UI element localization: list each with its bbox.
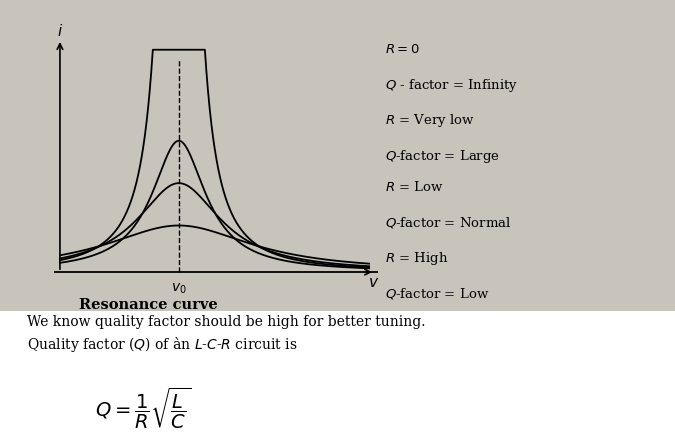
Text: $Q$ - factor = Infinity: $Q$ - factor = Infinity: [385, 77, 518, 94]
Text: We know quality factor should be high for better tuning.: We know quality factor should be high fo…: [27, 315, 425, 329]
Text: Quality factor ($Q$) of àn $L$-$C$-$R$ circuit is: Quality factor ($Q$) of àn $L$-$C$-$R$ …: [27, 334, 298, 353]
Text: $R$ = High: $R$ = High: [385, 250, 448, 267]
Text: Resonance curve: Resonance curve: [79, 297, 218, 312]
Text: $Q$-factor = Normal: $Q$-factor = Normal: [385, 215, 511, 230]
Text: $v$: $v$: [369, 275, 379, 290]
Text: $R$ = Low: $R$ = Low: [385, 180, 443, 194]
Text: $v_0$: $v_0$: [171, 281, 187, 296]
Text: $R$ = Very low: $R$ = Very low: [385, 112, 475, 129]
Text: $Q$-factor = Low: $Q$-factor = Low: [385, 286, 489, 301]
Text: $Q$-factor = Large: $Q$-factor = Large: [385, 148, 500, 165]
Text: $Q = \dfrac{1}{R}\sqrt{\dfrac{L}{C}}$: $Q = \dfrac{1}{R}\sqrt{\dfrac{L}{C}}$: [95, 386, 191, 432]
Text: $i$: $i$: [57, 23, 63, 39]
Text: $R = 0$: $R = 0$: [385, 43, 420, 56]
